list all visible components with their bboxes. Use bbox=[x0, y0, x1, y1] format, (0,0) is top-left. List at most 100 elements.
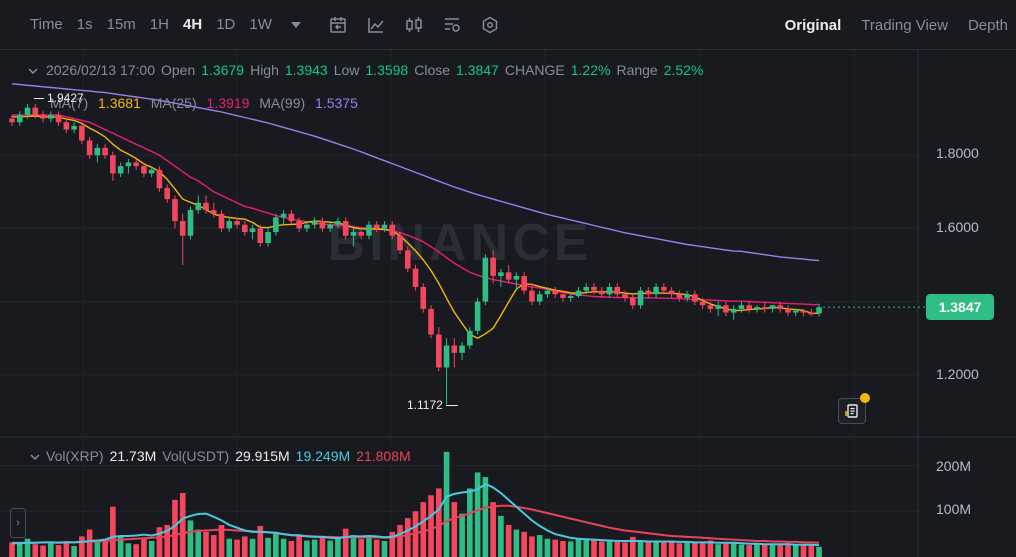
volume-legend: Vol(XRP) 21.73M Vol(USDT) 29.915M 19.249… bbox=[30, 448, 417, 464]
candlestick-chart[interactable]: BINANCE bbox=[0, 50, 1016, 557]
chevron-right-icon: › bbox=[16, 517, 20, 529]
view-original[interactable]: Original bbox=[784, 16, 842, 34]
vol-usdt-value: 29.915M bbox=[235, 448, 290, 464]
candle-body bbox=[156, 169, 163, 189]
exchange-watermark: BINANCE bbox=[328, 214, 593, 272]
candle-body bbox=[210, 210, 217, 214]
notes-button[interactable] bbox=[838, 398, 866, 424]
volume-bar bbox=[24, 538, 31, 557]
volume-bar bbox=[552, 539, 558, 557]
volume-bar bbox=[777, 544, 784, 557]
interval-1w[interactable]: 1W bbox=[249, 16, 272, 33]
y-tick-2: 1.6000 bbox=[936, 219, 979, 235]
hexagon-settings-icon[interactable] bbox=[480, 15, 500, 35]
view-trading-view[interactable]: Trading View bbox=[861, 16, 948, 34]
candle-body bbox=[187, 210, 194, 236]
interval-1s[interactable]: 1s bbox=[76, 16, 93, 33]
candle-body bbox=[738, 305, 745, 309]
volume-bar bbox=[459, 513, 465, 557]
candle-body bbox=[761, 307, 768, 309]
candle-body bbox=[358, 232, 364, 236]
view-depth[interactable]: Depth bbox=[967, 16, 1008, 34]
candle-body bbox=[32, 107, 39, 115]
volume-bar bbox=[606, 541, 613, 557]
change-value: 1.22% bbox=[570, 62, 611, 78]
volume-bar bbox=[513, 529, 520, 557]
candle-body bbox=[94, 147, 101, 156]
volume-bar bbox=[273, 531, 279, 557]
volume-bar bbox=[630, 536, 636, 557]
volume-bar bbox=[684, 542, 690, 557]
volume-bar bbox=[9, 542, 15, 557]
volume-bar bbox=[754, 544, 760, 557]
low-marker: 1.1172 bbox=[407, 398, 458, 412]
ma7-label: MA(7) bbox=[50, 95, 89, 111]
close-value: 1.3847 bbox=[456, 62, 499, 78]
interval-1d[interactable]: 1D bbox=[216, 16, 236, 33]
vol-ma1-value: 19.249M bbox=[295, 448, 351, 464]
volume-bar bbox=[785, 543, 791, 557]
volume-bar bbox=[443, 451, 450, 557]
candle-body bbox=[443, 345, 450, 368]
interval-4h[interactable]: 4H bbox=[183, 16, 203, 33]
volume-bar bbox=[467, 488, 473, 557]
vol-tick-200m: 200M bbox=[936, 458, 972, 474]
volume-bar bbox=[404, 518, 411, 557]
candle-body bbox=[110, 155, 116, 174]
interval-dropdown-icon[interactable] bbox=[286, 15, 306, 35]
high-value: 1.3943 bbox=[284, 62, 328, 78]
vol-xrp-label: Vol(XRP) bbox=[46, 448, 104, 464]
volume-bar bbox=[420, 502, 427, 557]
volume-bar bbox=[668, 542, 675, 557]
volume-bar bbox=[156, 527, 163, 557]
candle-body bbox=[9, 118, 15, 123]
chart-settings-icon[interactable] bbox=[442, 15, 462, 35]
ma7-value: 1.3681 bbox=[98, 95, 141, 111]
candle-body bbox=[257, 228, 264, 244]
candle-body bbox=[490, 257, 496, 276]
open-value: 1.3679 bbox=[201, 62, 245, 78]
volume-bar bbox=[242, 536, 248, 557]
candle-body bbox=[319, 221, 326, 229]
time-label[interactable]: Time bbox=[30, 16, 63, 33]
vol-usdt-label: Vol(USDT) bbox=[162, 448, 230, 464]
collapse-chevron-icon[interactable] bbox=[28, 62, 38, 78]
indicator-icon[interactable] bbox=[366, 15, 386, 35]
volume-bar bbox=[327, 540, 333, 557]
vol-collapse-chevron-icon[interactable] bbox=[30, 448, 40, 464]
volume-bar bbox=[249, 538, 256, 557]
candle-body bbox=[606, 286, 613, 295]
candle-body bbox=[614, 286, 621, 295]
volume-bar bbox=[48, 543, 54, 557]
candle-type-icon[interactable] bbox=[404, 15, 424, 35]
volume-bar bbox=[373, 539, 380, 557]
volume-bar bbox=[342, 528, 349, 557]
volume-bar bbox=[280, 538, 287, 557]
interval-1h[interactable]: 1H bbox=[149, 16, 169, 33]
date-range-icon[interactable] bbox=[328, 15, 348, 35]
candle-body bbox=[117, 166, 124, 174]
candle-body bbox=[311, 221, 318, 225]
candle-body bbox=[699, 301, 706, 306]
volume-bar bbox=[40, 545, 46, 557]
candle-body bbox=[715, 305, 721, 309]
candle-body bbox=[86, 140, 93, 156]
candle-body bbox=[40, 114, 46, 119]
volume-bar bbox=[544, 538, 551, 557]
candle-body bbox=[792, 310, 799, 313]
candle-body bbox=[567, 296, 574, 298]
volume-bar bbox=[816, 546, 822, 557]
volume-ma-line-2 bbox=[12, 504, 820, 544]
notes-icon bbox=[845, 404, 858, 418]
candle-body bbox=[816, 307, 822, 314]
candle-body bbox=[637, 290, 644, 306]
low-marker-value: 1.1172 bbox=[407, 398, 443, 412]
candle-body bbox=[467, 330, 473, 346]
low-value: 1.3598 bbox=[365, 62, 409, 78]
interval-15m[interactable]: 15m bbox=[106, 16, 136, 33]
candle-body bbox=[373, 224, 380, 229]
candle-body bbox=[544, 290, 551, 295]
volume-bar bbox=[187, 520, 194, 557]
range-value: 2.52% bbox=[663, 62, 704, 78]
expand-panel-button[interactable]: › bbox=[10, 508, 26, 538]
